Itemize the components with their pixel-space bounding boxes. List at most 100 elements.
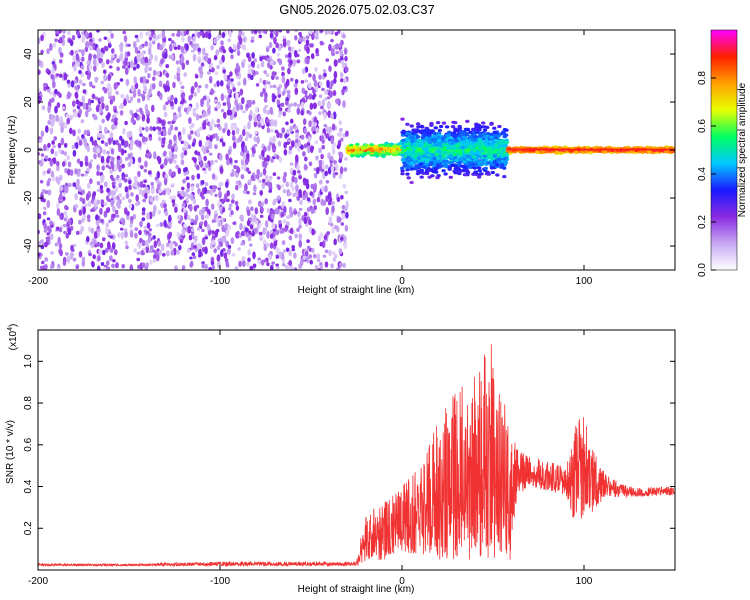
- spectrogram-cell: [401, 129, 406, 133]
- spectrogram-cell: [343, 48, 348, 55]
- spectrogram-cell: [490, 157, 495, 161]
- spectrogram-cell: [253, 184, 257, 193]
- spectrogram-cell: [102, 237, 106, 242]
- spectrogram-cell: [87, 182, 91, 189]
- spectrogram-cell: [172, 171, 176, 178]
- spectrogram-cell: [209, 125, 213, 131]
- spectrogram-cell: [264, 198, 269, 205]
- spectrogram-cell: [210, 159, 214, 166]
- spectrogram-cell: [202, 167, 206, 171]
- spectrogram-cell: [416, 147, 422, 151]
- spectrogram-cell: [217, 238, 222, 242]
- spectrogram-cell: [129, 96, 134, 102]
- spectrogram-cell: [318, 94, 323, 98]
- spectrogram-cell: [311, 228, 315, 236]
- spectrogram-cell: [211, 173, 216, 180]
- spectrogram-cell: [240, 159, 245, 163]
- spectrogram-cell: [331, 123, 336, 131]
- spectrogram-cell: [63, 217, 68, 222]
- spectrogram-cell: [145, 109, 149, 116]
- spectrogram-cell: [220, 236, 225, 243]
- spectrogram-cell: [134, 112, 138, 118]
- spectrogram-cell: [166, 187, 171, 196]
- spectrogram-cell: [180, 159, 185, 166]
- spectrogram-cell: [181, 190, 185, 198]
- spectrogram-cell: [447, 130, 452, 135]
- spectrogram-cell: [333, 59, 338, 67]
- spectrogram-cell: [313, 102, 318, 109]
- spectrogram-cell: [55, 30, 60, 35]
- spectrogram-cell: [302, 255, 307, 261]
- spectrogram-cell: [164, 211, 169, 217]
- spectrogram-cell: [234, 172, 239, 177]
- spectrogram-cell: [103, 69, 107, 74]
- spectrogram-cell: [198, 154, 202, 163]
- spectrogram-cell: [222, 112, 227, 119]
- spectrogram-cell: [230, 237, 235, 245]
- spectrogram-cell: [323, 111, 327, 120]
- spectrogram-cell: [302, 118, 307, 126]
- spectrogram-cell: [296, 107, 301, 116]
- spectrogram-cell: [166, 85, 170, 92]
- spectrogram-cell: [96, 188, 101, 192]
- spectrogram-cell: [122, 127, 126, 135]
- spectrogram-cell: [221, 54, 225, 63]
- spectrogram-cell: [281, 240, 286, 246]
- spectrogram-cell: [228, 30, 232, 38]
- spectrogram-cell: [250, 174, 255, 181]
- spectrogram-cell: [75, 99, 80, 105]
- spectrogram-cell: [206, 100, 210, 108]
- spectrogram-cell: [205, 146, 209, 151]
- spectrogram-cell: [114, 209, 119, 215]
- spectrogram-cell: [226, 129, 231, 137]
- spectrogram-cell: [213, 38, 218, 44]
- spectrogram-cell: [478, 134, 483, 138]
- spectrogram-cell: [44, 241, 48, 248]
- spectrogram-cell: [221, 31, 226, 39]
- spectrogram-cell: [150, 181, 154, 186]
- spectrogram-cell: [76, 61, 80, 67]
- spectrogram-cell: [333, 70, 338, 79]
- spectrogram-cell: [124, 240, 129, 246]
- spectrogram-cell: [136, 251, 141, 255]
- spectrogram-cell: [217, 221, 222, 228]
- spectrogram-cell: [405, 132, 410, 136]
- spectrogram-cell: [218, 126, 222, 131]
- spectrogram-cell: [130, 139, 134, 147]
- spectrogram-cell: [192, 109, 197, 114]
- spectrogram-cell: [104, 46, 109, 52]
- spectrogram-cell: [334, 31, 339, 36]
- spectrogram-cell: [281, 263, 286, 267]
- spectrogram-cell: [307, 136, 312, 143]
- spectrogram-cell: [450, 125, 456, 129]
- spectrogram-cell: [339, 48, 344, 57]
- spectrogram-cell: [247, 249, 251, 256]
- spectrogram-cell: [312, 73, 316, 82]
- spectrogram-cell: [121, 196, 126, 201]
- spectrogram-cell: [146, 153, 150, 159]
- spectrogram-cell: [289, 211, 294, 218]
- spectrogram-cell: [462, 173, 468, 177]
- spectrogram-cell: [124, 140, 129, 147]
- spectrogram-cell: [298, 36, 303, 43]
- spectrogram-cell: [239, 214, 243, 221]
- spectrogram-cell: [187, 225, 191, 234]
- spectrogram-cell: [129, 109, 133, 115]
- spectrogram-cell: [255, 173, 260, 180]
- spectrogram-cell: [95, 105, 100, 113]
- spectrogram-cell: [75, 265, 79, 269]
- spectrogram-cell: [67, 168, 71, 176]
- spectrogram-cell: [141, 239, 146, 247]
- spectrogram-cells: [38, 30, 675, 270]
- spectrogram-cell: [137, 88, 141, 97]
- spectrogram-cell: [174, 206, 178, 213]
- spectrogram-cell: [137, 242, 142, 249]
- spectrogram-cell: [144, 56, 149, 64]
- spectrogram-cell: [96, 47, 100, 55]
- spectrogram-cell: [288, 191, 292, 196]
- spectrogram-cell: [160, 243, 165, 252]
- spectrogram-cell: [341, 212, 346, 221]
- spectrogram-cell: [233, 122, 238, 130]
- spectrogram-cell: [172, 241, 177, 244]
- spectrogram-cell: [332, 90, 337, 97]
